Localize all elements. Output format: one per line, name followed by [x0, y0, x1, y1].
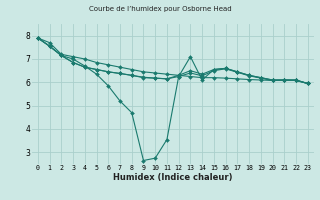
X-axis label: Humidex (Indice chaleur): Humidex (Indice chaleur) [113, 173, 233, 182]
Text: Courbe de l’humidex pour Osborne Head: Courbe de l’humidex pour Osborne Head [89, 6, 231, 12]
